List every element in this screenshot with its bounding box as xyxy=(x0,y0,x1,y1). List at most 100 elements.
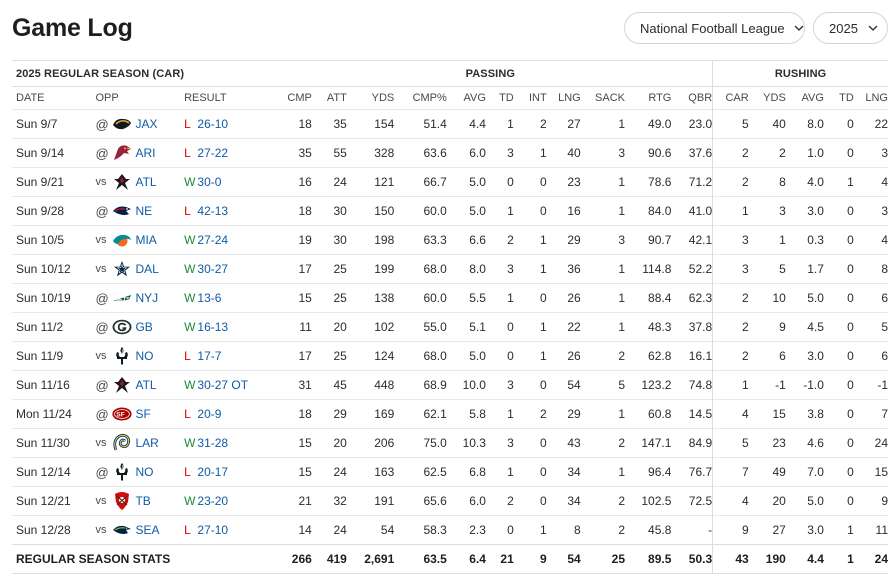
cell-date: Sun 12/21 xyxy=(12,486,96,516)
game-score-link[interactable]: 13-6 xyxy=(197,291,222,305)
game-score-link[interactable]: 27-24 xyxy=(197,233,229,247)
49ers-logo-icon[interactable]: SF xyxy=(112,404,133,424)
jaguars-logo-icon[interactable] xyxy=(112,114,132,134)
cell-pass-td: 3 xyxy=(485,428,514,458)
col-pass-cmp: CMP xyxy=(268,86,312,110)
cowboys-logo-icon[interactable] xyxy=(112,259,132,279)
cell-pass-int: 0 xyxy=(513,486,547,516)
cell-rush-lng: 6 xyxy=(853,283,888,313)
win-loss-indicator: L xyxy=(184,146,191,160)
falcons-logo-icon[interactable] xyxy=(112,375,132,395)
cell-pass-lng: 54 xyxy=(546,370,581,400)
opponent-link[interactable]: JAX xyxy=(135,117,158,131)
cell-rush-car: 2 xyxy=(712,138,749,168)
seahawks-logo-icon[interactable] xyxy=(112,520,132,540)
opponent-wrap: vs TB xyxy=(95,491,184,511)
game-score-link[interactable]: 30-0 xyxy=(197,175,222,189)
total-rush-avg: 4.4 xyxy=(785,544,824,574)
table-row: Mon 11/24 @ SF SF L 20-9 18 29 169 62.1 5.8 1 2 29 1 6… xyxy=(12,399,888,429)
col-pass-att: ATT xyxy=(311,86,347,110)
cell-opponent: @ SF SF xyxy=(95,399,185,429)
cell-opponent: vs MIA xyxy=(95,225,185,255)
cell-pass-int: 1 xyxy=(513,312,547,342)
opponent-link[interactable]: ATL xyxy=(135,175,157,189)
opponent-link[interactable]: MIA xyxy=(135,233,157,247)
game-score-link[interactable]: 20-17 xyxy=(197,465,229,479)
cell-rush-yds: 8 xyxy=(748,167,786,197)
opponent-link[interactable]: GB xyxy=(135,320,153,334)
game-score-link[interactable]: 30-27 OT xyxy=(197,378,249,392)
rushing-group-header: RUSHING xyxy=(712,60,888,87)
opponent-link[interactable]: NO xyxy=(135,465,154,479)
opponent-link[interactable]: NE xyxy=(135,204,153,218)
cell-pass-int: 0 xyxy=(513,370,547,400)
cell-date: Sun 12/28 xyxy=(12,515,96,545)
opponent-link[interactable]: DAL xyxy=(135,262,159,276)
cell-rush-avg: 8.0 xyxy=(785,109,824,139)
game-log-body: Sun 9/7 @ JAX L 26-10 18 35 154 51.4 4.4 1 2 27 1 49.… xyxy=(12,109,888,545)
opponent-link[interactable]: SEA xyxy=(135,523,160,537)
game-score-link[interactable]: 23-20 xyxy=(197,494,229,508)
cell-pass-lng: 40 xyxy=(546,138,581,168)
total-rush-car: 43 xyxy=(712,544,749,574)
total-pass-lng: 54 xyxy=(546,544,581,574)
cell-pass-att: 29 xyxy=(311,399,347,429)
cell-rush-car: 2 xyxy=(712,167,749,197)
packers-logo-icon[interactable] xyxy=(112,317,132,337)
dolphins-logo-icon[interactable] xyxy=(112,230,132,250)
home-away-indicator: @ xyxy=(95,377,109,393)
cell-rush-td: 0 xyxy=(823,109,854,139)
opponent-link[interactable]: ARI xyxy=(135,146,156,160)
cell-rush-yds: 5 xyxy=(748,254,786,284)
cardinals-logo-icon[interactable] xyxy=(112,143,132,163)
league-select[interactable]: National Football League xyxy=(624,12,805,44)
cell-pass-sack: 2 xyxy=(580,515,626,545)
chevron-down-icon xyxy=(794,22,804,34)
opponent-link[interactable]: ATL xyxy=(135,378,157,392)
home-away-indicator: vs xyxy=(95,495,107,507)
cell-pass-rtg: 147.1 xyxy=(625,428,672,458)
game-score-link[interactable]: 27-22 xyxy=(197,146,229,160)
cell-result: L 27-10 xyxy=(184,515,269,545)
game-score-link[interactable]: 17-7 xyxy=(197,349,222,363)
cell-pass-td: 1 xyxy=(485,283,514,313)
game-score-link[interactable]: 16-13 xyxy=(197,320,229,334)
buccaneers-logo-icon[interactable] xyxy=(112,491,132,511)
falcons-logo-icon[interactable] xyxy=(112,172,132,192)
saints-logo-icon[interactable] xyxy=(112,462,132,482)
game-score-link[interactable]: 26-10 xyxy=(197,117,229,131)
cell-pass-avg: 6.0 xyxy=(446,486,486,516)
rams-logo-icon[interactable] xyxy=(112,433,132,453)
patriots-logo-icon[interactable] xyxy=(112,201,132,221)
table-row: Sun 12/21 vs TB W 23-20 21 32 191 65.6 6.0 2 0 34 2 1… xyxy=(12,486,888,516)
saints-logo-icon[interactable] xyxy=(112,346,132,366)
table-row: Sun 12/28 vs SEA L 27-10 14 24 54 58.3 2.3 0 1 8 2 45… xyxy=(12,515,888,545)
opponent-link[interactable]: NO xyxy=(135,349,154,363)
table-row: Sun 11/9 vs NO L 17-7 17 25 124 68.0 5.0 0 1 26 2 62.… xyxy=(12,341,888,371)
game-score-link[interactable]: 27-10 xyxy=(197,523,229,537)
season-select[interactable]: 2025 xyxy=(813,12,888,44)
cell-result: W 31-28 xyxy=(184,428,269,458)
opponent-link[interactable]: NYJ xyxy=(135,291,159,305)
col-pass-avg: AVG xyxy=(446,86,486,110)
jets-logo-icon[interactable]: JETS xyxy=(112,288,132,308)
win-loss-indicator: L xyxy=(184,465,191,479)
cell-pass-cmp-pct: 68.9 xyxy=(394,370,447,400)
opponent-link[interactable]: SF xyxy=(135,407,151,421)
game-score-link[interactable]: 42-13 xyxy=(197,204,229,218)
total-pass-sack: 25 xyxy=(580,544,626,574)
cell-opponent: vs LAR xyxy=(95,428,185,458)
cell-pass-td: 3 xyxy=(485,138,514,168)
win-loss-indicator: W xyxy=(184,233,196,247)
opponent-link[interactable]: LAR xyxy=(135,436,159,450)
opponent-link[interactable]: TB xyxy=(135,494,151,508)
cell-date: Sun 11/30 xyxy=(12,428,96,458)
game-score-link[interactable]: 31-28 xyxy=(197,436,229,450)
game-score-link[interactable]: 30-27 xyxy=(197,262,229,276)
cell-rush-avg: 3.0 xyxy=(785,196,824,226)
opponent-wrap: vs NO xyxy=(95,346,184,366)
opponent-wrap: @ NE xyxy=(95,201,184,221)
total-pass-rtg: 89.5 xyxy=(625,544,672,574)
game-score-link[interactable]: 20-9 xyxy=(197,407,222,421)
cell-rush-avg: 0.3 xyxy=(785,225,824,255)
